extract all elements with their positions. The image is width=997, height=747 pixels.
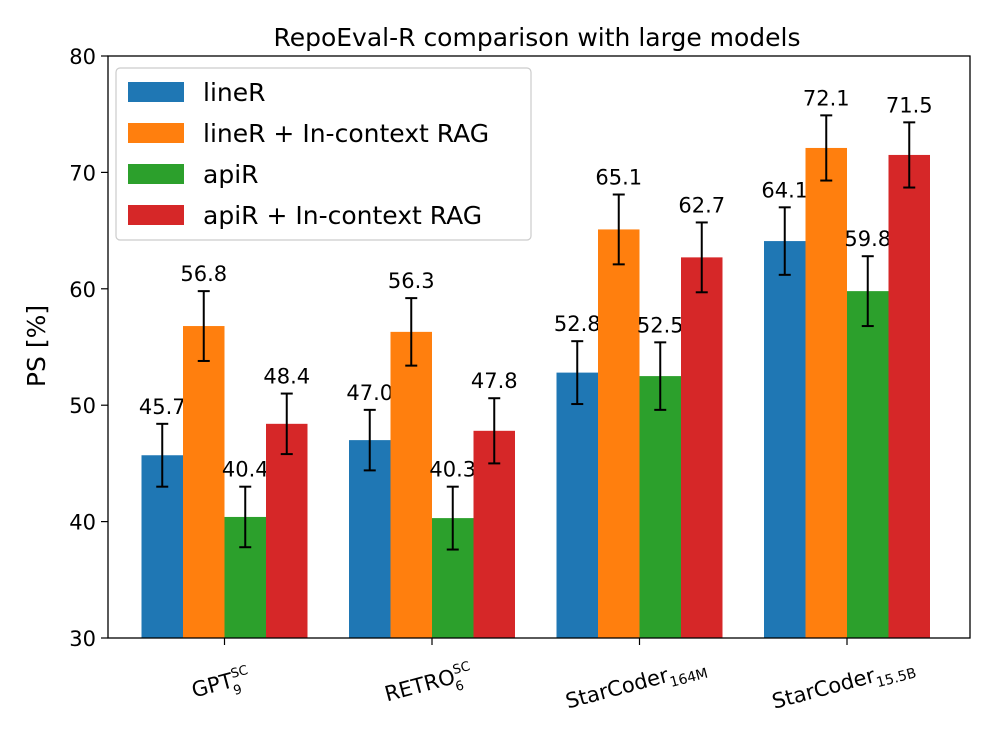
y-tick-label: 50 (69, 394, 96, 418)
legend-entry: apiR (203, 160, 259, 189)
bar (639, 376, 681, 638)
bar (764, 241, 806, 639)
x-tick-label-base: GPT (189, 668, 236, 702)
legend: lineR lineR + In-context RAG apiR apiR + In… (115, 67, 532, 241)
legend-swatch (128, 123, 184, 143)
bar (598, 229, 640, 638)
data-label: 56.3 (388, 269, 435, 293)
x-tick-label-base: RETRO (382, 665, 458, 707)
bar (473, 430, 515, 638)
legend-swatch (128, 205, 184, 225)
data-label: 64.1 (761, 178, 808, 202)
data-label: 72.1 (803, 86, 850, 110)
x-tick-label: StarCoder15.5B (769, 653, 918, 719)
legend-entry: lineR + In-context RAG (203, 119, 489, 148)
data-label: 52.8 (554, 312, 601, 336)
y-tick-label: 80 (69, 45, 96, 69)
x-tick-label-subscript: 9 (232, 682, 244, 699)
bar (390, 331, 432, 638)
x-tick-label-text: RETROSC6 (382, 659, 476, 713)
y-tick-label: 60 (69, 278, 96, 302)
data-label: 62.7 (678, 193, 725, 217)
bar (847, 291, 889, 638)
x-tick-label: StarCoder164M (563, 653, 710, 718)
legend-swatch (128, 164, 184, 184)
y-axis-label: PS [%] (22, 305, 51, 387)
data-label: 40.4 (222, 458, 269, 482)
x-tick-label: RETROSC6 (382, 659, 476, 713)
data-label: 47.8 (471, 369, 518, 393)
legend-swatch (128, 82, 184, 102)
x-tick-label-text: StarCoder164M (563, 653, 710, 718)
x-tick-label-superscript: SC (451, 659, 472, 678)
data-label: 48.4 (263, 365, 310, 389)
data-label: 47.0 (346, 381, 393, 405)
data-label: 71.5 (886, 93, 933, 117)
x-tick-label-superscript: SC (229, 663, 250, 682)
data-label: 52.5 (637, 313, 684, 337)
y-tick-label: 30 (69, 627, 96, 651)
chart-title: RepoEval-R comparison with large models (273, 23, 800, 52)
x-tick-label-subscript: 15.5B (875, 665, 919, 691)
x-tick-label-subscript: 164M (668, 666, 710, 692)
data-label: 56.8 (180, 262, 227, 286)
legend-entry: lineR (203, 78, 266, 107)
y-tick-label: 70 (69, 161, 96, 185)
x-tick-label-text: StarCoder15.5B (769, 653, 918, 719)
legend-frame (115, 67, 532, 241)
bar (805, 147, 847, 638)
x-tick-label-base: StarCoder (563, 663, 671, 714)
x-tick-label: GPTSC9 (189, 663, 254, 709)
legend-entry: apiR + In-context RAG (203, 201, 482, 230)
y-tick-label: 40 (69, 511, 96, 535)
x-tick-label-base: StarCoder (769, 663, 877, 714)
plot-frame (107, 55, 971, 639)
data-label: 45.7 (139, 395, 186, 419)
bar (888, 154, 930, 638)
bar (183, 326, 225, 638)
x-tick-label-subscript: 6 (454, 678, 466, 695)
data-label: 40.3 (429, 458, 476, 482)
x-tick-label-text: GPTSC9 (189, 663, 254, 709)
bar (681, 257, 723, 638)
data-label: 65.1 (595, 166, 642, 190)
bar (556, 372, 598, 638)
bar (349, 440, 391, 638)
data-label: 59.8 (844, 227, 891, 251)
bar (266, 423, 308, 638)
